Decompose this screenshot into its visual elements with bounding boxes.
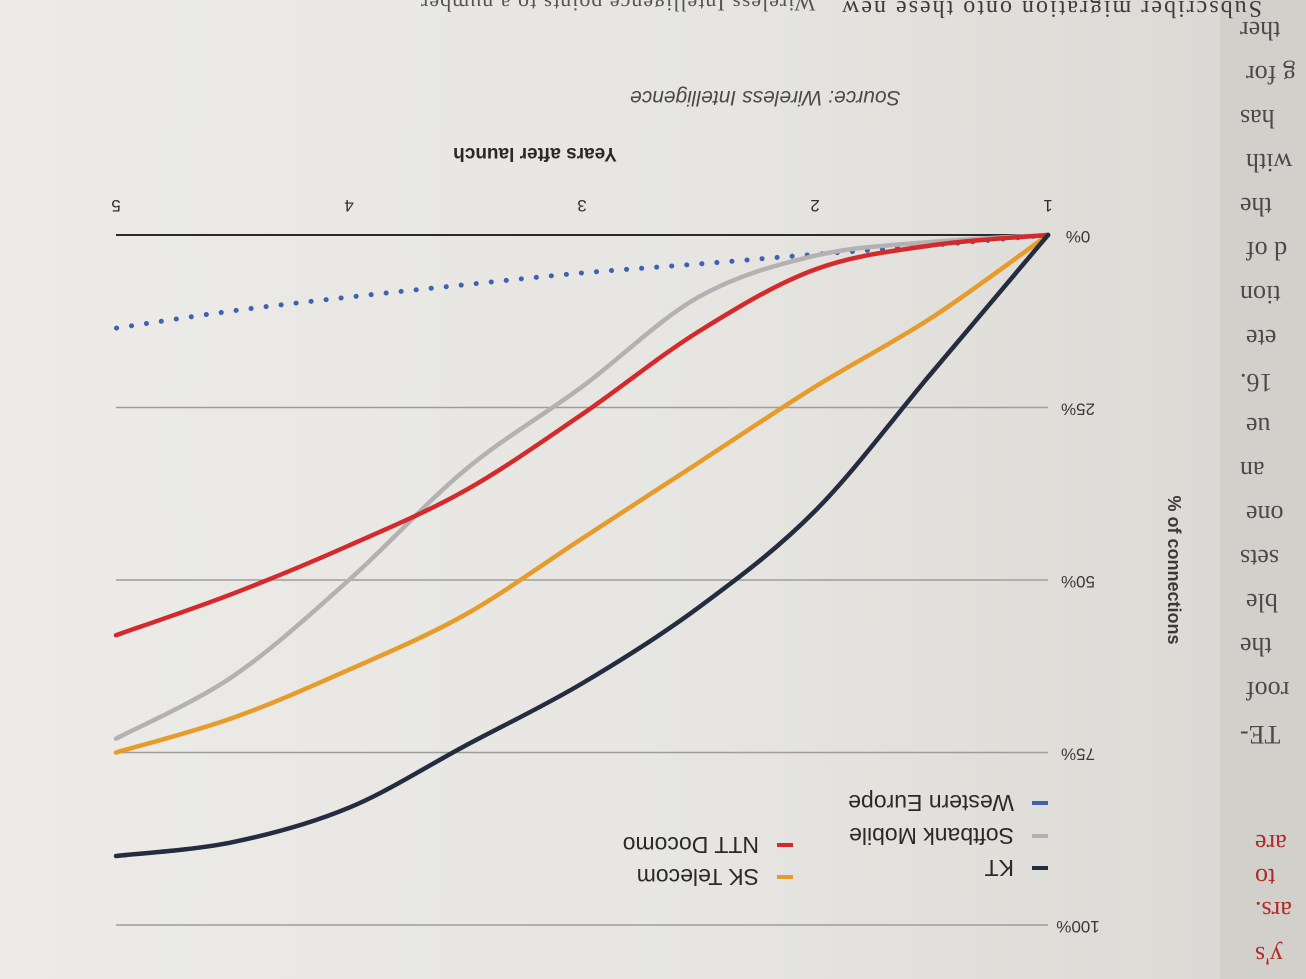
legend-label-ntt-docomo: NTT Docomo xyxy=(623,832,759,858)
legend-layer: Western Europe Softbank Mobile NTT Docomo K… xyxy=(623,790,1048,890)
legend-label-softbank-mobile: Softbank Mobile xyxy=(849,823,1014,849)
x-axis-title: Years after launch xyxy=(453,143,617,164)
y-tick-label: 0% xyxy=(1066,227,1091,246)
series-line-sk-telecom xyxy=(113,232,1051,755)
grid-layer xyxy=(116,234,1048,926)
series-line-western-europe xyxy=(113,232,1051,331)
label-layer: 0% 25% 50% 75% 100% 1 2 3 4 5 Years after launch % … xyxy=(111,143,1184,936)
legend-label-western-europe: Western Europe xyxy=(848,790,1014,816)
series-layer xyxy=(113,232,1051,859)
series-line-softbank-mobile xyxy=(113,232,1051,741)
x-tick-label: 3 xyxy=(577,196,586,215)
x-tick-label: 1 xyxy=(1043,196,1052,215)
series-line-kt xyxy=(113,232,1051,859)
y-tick-label: 100% xyxy=(1056,917,1099,936)
x-tick-label: 2 xyxy=(810,196,819,215)
page-gutter xyxy=(1220,0,1306,979)
x-tick-label: 5 xyxy=(111,196,120,215)
y-tick-label: 75% xyxy=(1061,745,1095,764)
legend-label-kt: KT xyxy=(985,855,1014,881)
y-axis-title: % of connections xyxy=(1164,495,1184,644)
y-tick-label: 25% xyxy=(1061,400,1095,419)
y-tick-label: 50% xyxy=(1061,572,1095,591)
x-tick-label: 4 xyxy=(344,196,353,215)
legend-label-sk-telecom: SK Telecom xyxy=(637,864,759,890)
series-line-ntt-docomo xyxy=(113,232,1051,638)
